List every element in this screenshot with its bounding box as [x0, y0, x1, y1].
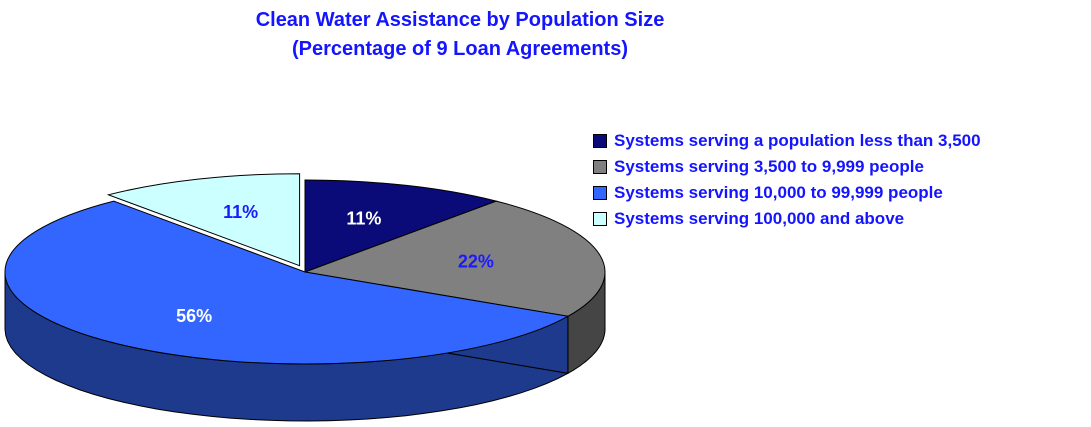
- data-label-2: 22%: [458, 251, 494, 271]
- legend-label-2: Systems serving 3,500 to 9,999 people: [614, 157, 924, 176]
- chart-title-block: Clean Water Assistance by Population Siz…: [130, 6, 790, 64]
- chart-title: Clean Water Assistance by Population Siz…: [255, 9, 665, 31]
- legend-swatch-1: [593, 134, 607, 148]
- data-label-3: 56%: [176, 306, 212, 326]
- legend-item-3: Systems serving 10,000 to 99,999 people: [593, 180, 1088, 206]
- legend-item-1: Systems serving a population less than 3…: [593, 128, 1088, 154]
- data-label-4: 11%: [223, 202, 258, 222]
- pie-slice-2: [303, 200, 606, 317]
- legend-swatch-4: [593, 212, 607, 226]
- data-label-1: 11%: [346, 208, 381, 228]
- legend-label-1: Systems serving a population less than 3…: [614, 131, 981, 150]
- legend-label-4: Systems serving 100,000 and above: [614, 209, 905, 228]
- pie-slice-3: [4, 200, 570, 365]
- chart-subtitle: (Percentage of 9 Loan Agreements): [291, 38, 628, 60]
- legend-item-2: Systems serving 3,500 to 9,999 people: [593, 154, 1088, 180]
- legend: Systems serving a population less than 3…: [593, 128, 1088, 232]
- legend-swatch-3: [593, 186, 607, 200]
- legend-item-4: Systems serving 100,000 and above: [593, 206, 1088, 232]
- pie-slice-4: [106, 173, 301, 267]
- legend-label-3: Systems serving 10,000 to 99,999 people: [614, 183, 943, 202]
- legend-swatch-2: [593, 160, 607, 174]
- pie-slice-1: [304, 179, 498, 273]
